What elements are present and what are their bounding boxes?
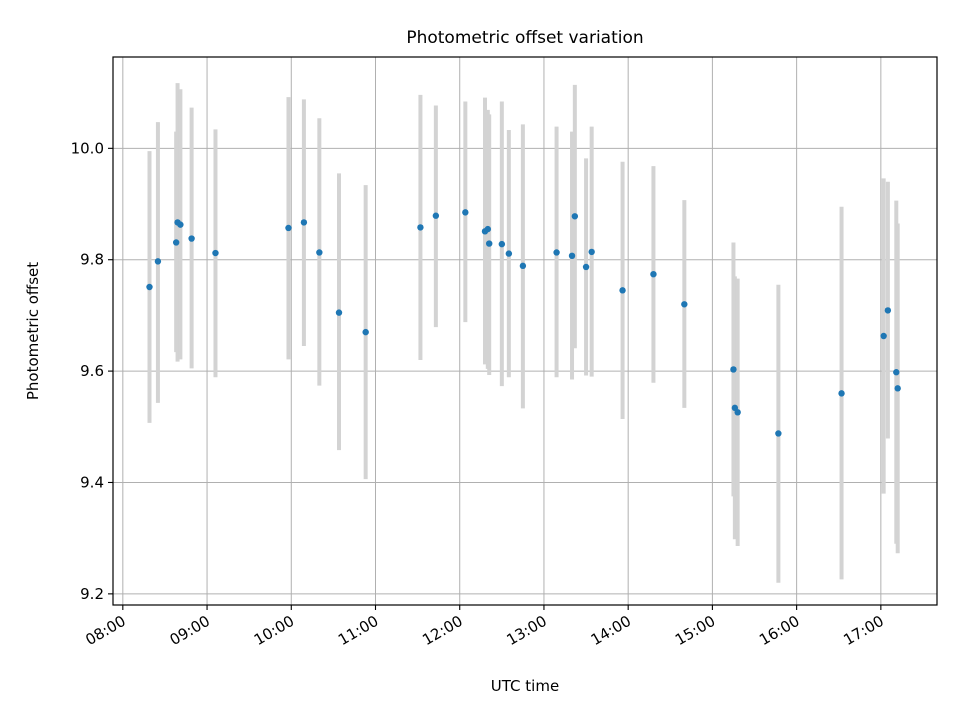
y-tick-label: 10.0 — [71, 139, 104, 157]
data-point — [505, 250, 513, 257]
data-point — [730, 366, 737, 373]
data-point — [681, 301, 688, 308]
data-point — [462, 209, 469, 216]
data-point — [838, 390, 845, 397]
grid — [113, 57, 937, 605]
data-point — [154, 258, 162, 265]
data-point — [893, 369, 900, 376]
data-point — [884, 307, 892, 314]
y-tick-label: 9.8 — [80, 251, 104, 269]
data-point — [432, 212, 440, 219]
data-point — [417, 224, 424, 231]
data-point — [285, 224, 292, 232]
data-point — [172, 239, 180, 246]
data-point — [484, 225, 492, 233]
data-point — [300, 219, 308, 226]
data-point — [212, 249, 219, 257]
data-point — [316, 249, 323, 256]
data-point — [894, 385, 901, 392]
data-point — [775, 430, 782, 437]
y-axis-ticks: 9.2 9.4 9.6 9.8 10.0 — [71, 139, 113, 603]
data-point — [734, 409, 741, 416]
data-point — [588, 248, 595, 256]
data-point — [498, 240, 506, 248]
data-point — [188, 235, 195, 242]
data-point — [568, 252, 576, 260]
chart-title: Photometric offset variation — [406, 28, 643, 48]
data-point — [619, 287, 626, 294]
plot-frame — [112, 56, 938, 606]
data-point — [177, 221, 184, 228]
data-point — [486, 240, 493, 247]
data-points — [146, 209, 901, 437]
y-axis-label: Photometric offset — [24, 262, 42, 400]
data-point — [362, 328, 369, 336]
data-point — [571, 213, 579, 220]
y-tick-label: 9.4 — [80, 473, 104, 491]
data-point — [519, 262, 527, 270]
data-point — [335, 309, 343, 316]
data-point — [880, 332, 887, 340]
data-point — [146, 283, 153, 291]
y-tick-label: 9.6 — [80, 362, 104, 380]
x-axis-label: UTC time — [491, 677, 559, 695]
data-point — [582, 263, 590, 271]
y-tick-label: 9.2 — [80, 585, 104, 603]
data-point — [650, 270, 657, 278]
data-point — [553, 249, 560, 256]
